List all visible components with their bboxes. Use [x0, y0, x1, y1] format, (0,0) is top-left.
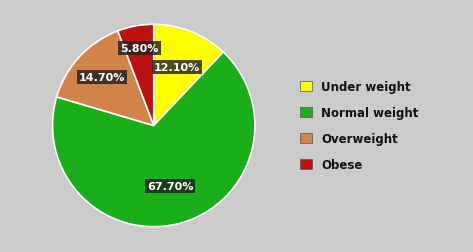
Wedge shape [118, 25, 154, 126]
Text: 67.70%: 67.70% [147, 181, 193, 191]
Text: 12.10%: 12.10% [154, 63, 200, 73]
Wedge shape [57, 32, 154, 126]
Text: 14.70%: 14.70% [79, 73, 125, 83]
Wedge shape [53, 53, 255, 227]
Legend: Under weight, Normal weight, Overweight, Obese: Under weight, Normal weight, Overweight,… [300, 81, 419, 171]
Text: 5.80%: 5.80% [120, 44, 158, 54]
Wedge shape [154, 25, 223, 126]
